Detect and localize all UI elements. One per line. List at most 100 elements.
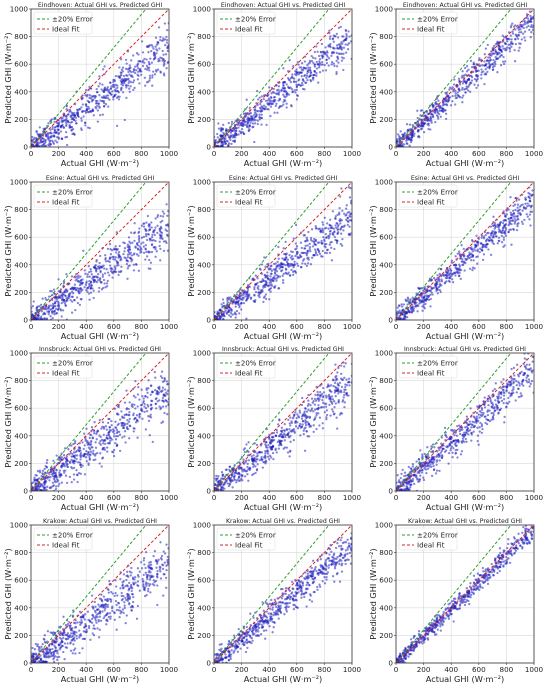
data-point: [37, 133, 39, 135]
data-point: [334, 236, 336, 238]
x-tick-label: 600: [290, 149, 304, 158]
data-point: [88, 292, 90, 294]
data-point: [406, 312, 408, 314]
data-point: [216, 133, 218, 135]
x-tick-label: 400: [79, 149, 93, 158]
data-point: [329, 46, 331, 48]
data-point: [429, 109, 431, 111]
y-tick-label: 0: [206, 316, 211, 325]
data-point: [310, 237, 312, 239]
data-point: [458, 80, 460, 82]
data-point: [287, 259, 289, 261]
data-point: [399, 139, 401, 141]
data-point: [275, 103, 277, 105]
data-point: [510, 228, 512, 230]
data-point: [273, 96, 275, 98]
data-point: [104, 254, 106, 256]
data-point: [71, 126, 73, 128]
data-point: [499, 56, 501, 58]
data-point: [82, 250, 84, 252]
data-point: [85, 103, 87, 105]
data-point: [409, 298, 411, 300]
data-point: [55, 469, 57, 471]
data-point: [133, 430, 135, 432]
data-point: [224, 309, 226, 311]
data-point: [336, 233, 338, 235]
data-point: [48, 313, 50, 315]
data-point: [272, 452, 274, 454]
data-point: [146, 81, 148, 83]
data-point: [245, 299, 247, 301]
data-point: [309, 60, 311, 62]
x-tick-label: 200: [52, 493, 66, 502]
data-point: [84, 438, 86, 440]
data-point: [469, 268, 471, 270]
data-point: [300, 266, 302, 268]
data-point: [501, 45, 503, 47]
data-point: [73, 455, 75, 457]
data-point: [457, 91, 459, 93]
data-point: [264, 295, 266, 297]
data-point: [339, 222, 341, 224]
data-point: [483, 83, 485, 85]
data-point: [116, 125, 118, 127]
data-point: [66, 120, 68, 122]
data-point: [332, 47, 334, 49]
data-point: [46, 486, 48, 488]
data-point: [492, 52, 494, 54]
data-point: [349, 196, 351, 198]
data-point: [455, 92, 457, 94]
legend-label: Ideal Fit: [235, 26, 263, 34]
data-point: [516, 27, 518, 29]
data-point: [244, 295, 246, 297]
data-point: [145, 221, 147, 223]
data-point: [461, 70, 463, 72]
data-point: [102, 264, 104, 266]
data-point: [101, 457, 103, 459]
data-point: [458, 78, 460, 80]
data-point: [345, 207, 347, 209]
data-point: [93, 114, 95, 116]
data-point: [512, 210, 514, 212]
data-point: [456, 271, 458, 273]
data-point: [437, 100, 439, 102]
data-point: [283, 259, 285, 261]
data-point: [165, 240, 167, 242]
x-tick-label: 600: [472, 149, 486, 158]
data-point: [86, 453, 88, 455]
data-point: [349, 216, 351, 218]
data-point: [116, 262, 118, 264]
data-point: [149, 415, 151, 417]
data-point: [284, 430, 286, 432]
data-point: [114, 426, 116, 428]
data-point: [268, 298, 270, 300]
legend-label: ±20% Error: [235, 189, 276, 197]
data-point: [328, 57, 330, 59]
data-point: [143, 397, 145, 399]
data-point: [112, 98, 114, 100]
data-point: [491, 230, 493, 232]
data-point: [277, 92, 279, 94]
data-point: [140, 242, 142, 244]
data-point: [82, 103, 84, 105]
data-point: [239, 295, 241, 297]
panel-3: Eindhoven: Actual GHI vs. Predicted GHI0…: [368, 2, 544, 168]
data-point: [81, 282, 83, 284]
data-point: [123, 417, 125, 419]
data-point: [67, 114, 69, 116]
data-point: [332, 234, 334, 236]
data-point: [246, 99, 248, 101]
data-point: [126, 427, 128, 429]
data-point: [461, 96, 463, 98]
data-point: [326, 222, 328, 224]
data-point: [259, 268, 261, 270]
data-point: [229, 296, 231, 298]
data-point: [242, 458, 244, 460]
data-point: [278, 85, 280, 87]
data-point: [348, 384, 350, 386]
data-point: [484, 72, 486, 74]
data-point: [88, 271, 90, 273]
data-point: [222, 128, 224, 130]
